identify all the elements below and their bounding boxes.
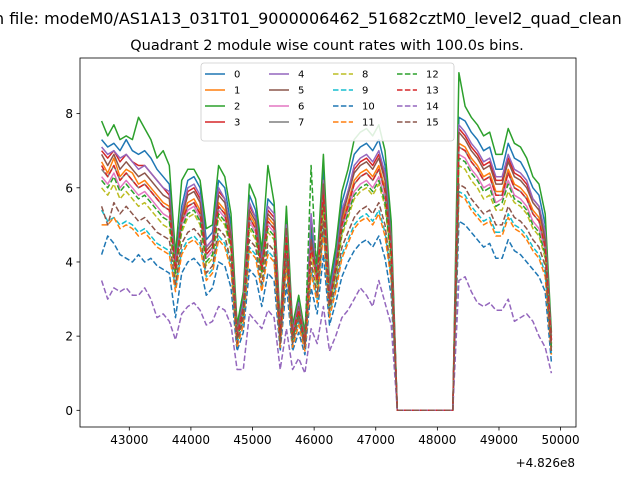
legend-frame xyxy=(200,62,455,142)
legend-label-7: 7 xyxy=(298,118,304,129)
x-tick-label: 43000 xyxy=(110,433,148,447)
series-line-2 xyxy=(100,72,553,412)
legend-label-4: 4 xyxy=(298,70,304,81)
legend-label-0: 0 xyxy=(234,70,240,81)
series-line-14 xyxy=(100,276,553,412)
series-line-11 xyxy=(101,194,553,412)
x-tick-label: 47000 xyxy=(357,433,395,447)
series-line-9 xyxy=(100,190,553,412)
legend-label-8: 8 xyxy=(362,70,368,81)
y-tick-label: 8 xyxy=(65,107,73,121)
x-offset-label: +4.826e8 xyxy=(516,456,575,470)
legend-label-12: 12 xyxy=(426,70,439,81)
legend-label-10: 10 xyxy=(362,102,375,113)
legend-label-15: 15 xyxy=(426,118,439,129)
y-tick-label: 0 xyxy=(65,404,73,418)
plot-area xyxy=(79,57,577,428)
y-tick-label: 4 xyxy=(65,255,73,269)
x-tick-label: 45000 xyxy=(233,433,271,447)
chart-title: Quadrant 2 module wise count rates with … xyxy=(130,38,524,54)
legend-label-1: 1 xyxy=(234,86,240,97)
axes-frame xyxy=(79,57,577,428)
legend-label-2: 2 xyxy=(234,102,240,113)
x-axis: 43000 44000 45000 46000 47000 48000 49000 50000 xyxy=(110,427,580,447)
figure-suptitle: n file: modeM0/AS1A13_031T01_9000006462_… xyxy=(0,9,622,29)
series-lines xyxy=(100,72,553,412)
y-tick-label: 2 xyxy=(65,330,73,344)
legend-label-5: 5 xyxy=(298,86,304,97)
series-line-13 xyxy=(100,146,553,412)
x-tick-label: 48000 xyxy=(418,433,456,447)
x-tick-label: 50000 xyxy=(542,433,580,447)
legend-label-13: 13 xyxy=(426,86,439,97)
legend-label-3: 3 xyxy=(234,118,240,129)
legend-label-14: 14 xyxy=(426,102,439,113)
legend-label-11: 11 xyxy=(362,118,375,129)
legend-label-6: 6 xyxy=(298,102,304,113)
x-tick-label: 49000 xyxy=(480,433,518,447)
x-tick-label: 46000 xyxy=(295,433,333,447)
series-line-15 xyxy=(100,183,553,412)
legend-label-9: 9 xyxy=(362,86,368,97)
y-tick-label: 6 xyxy=(65,181,73,195)
y-axis: 0 2 4 6 8 xyxy=(65,107,80,418)
x-tick-label: 44000 xyxy=(172,433,210,447)
series-line-10 xyxy=(100,220,553,412)
